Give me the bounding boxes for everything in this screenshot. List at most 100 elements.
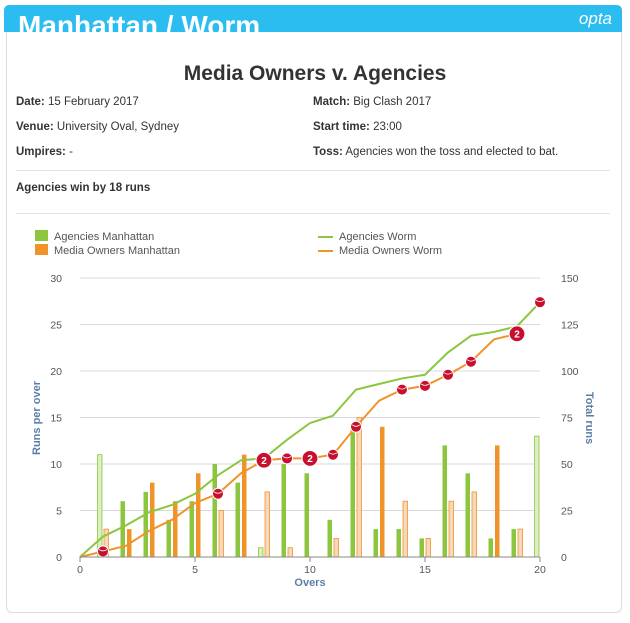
wicket-marker	[508, 325, 526, 343]
legend-media-worm: Media Owners Worm	[339, 245, 442, 257]
y2-tick-label: 25	[561, 506, 573, 518]
match-row: Match: Big Clash 2017	[313, 96, 431, 108]
opta-logo: opta	[578, 9, 612, 28]
bar-media-owners	[196, 473, 201, 557]
wicket-marker	[97, 545, 109, 558]
match-value: Big Clash 2017	[353, 96, 432, 108]
match-title: Media Owners v. Agencies	[183, 62, 447, 85]
y-tick-label: 5	[56, 506, 62, 518]
divider	[16, 170, 610, 171]
bar-agencies	[419, 538, 424, 557]
worm-line-agencies	[79, 301, 541, 558]
date-value: 15 February 2017	[47, 96, 139, 108]
toss-value: Agencies won the toss and elected to bat…	[345, 146, 559, 158]
bar-agencies	[465, 473, 470, 557]
bar-agencies	[396, 529, 401, 557]
match-result: Agencies win by 18 runs	[16, 182, 151, 194]
bar-media-owners	[356, 417, 362, 558]
date-row: Date: 15 February 2017	[16, 96, 139, 108]
bar-agencies	[166, 519, 171, 557]
y2-axis-title: Total runs	[583, 392, 595, 444]
bar-agencies	[327, 519, 332, 557]
wicket-seam	[420, 383, 430, 386]
legend-agencies-manhattan: Agencies Manhattan	[54, 231, 154, 243]
bar-agencies	[143, 491, 148, 557]
axes: 0 5 10 15 20 0 5 10 15 20 25 30 0 25 50 75 100 125 150	[50, 273, 578, 576]
y-tick-label: 10	[50, 459, 62, 471]
bar-media-owners	[425, 538, 431, 558]
bar-media-owners	[173, 501, 178, 557]
wicket-seam	[282, 456, 292, 459]
legend-swatch-media-manhattan	[35, 244, 48, 255]
legend-media-manhattan: Media Owners Manhattan	[54, 245, 180, 257]
wicket-seam	[213, 491, 223, 494]
y2-tick-label: 0	[561, 552, 567, 564]
bar-media-owners	[218, 510, 224, 558]
header-banner: Manhattan / Worm opta	[4, 5, 622, 32]
x-axis-title: Overs	[294, 577, 325, 589]
grid	[80, 277, 540, 511]
banner-title: Manhattan / Worm	[18, 10, 261, 32]
manhattan-bars	[97, 417, 540, 558]
wicket-count-label: 2	[261, 456, 267, 467]
bar-agencies	[442, 445, 447, 557]
umpires-row: Umpires: -	[16, 146, 73, 158]
bar-agencies	[511, 529, 516, 557]
bar-media-owners	[402, 500, 408, 558]
bar-agencies	[488, 538, 493, 557]
bar-media-owners	[517, 528, 523, 558]
bar-agencies	[189, 501, 194, 557]
x-tick-label: 15	[419, 564, 431, 576]
venue-row: Venue: University Oval, Sydney	[16, 121, 179, 133]
wicket-marker	[442, 368, 454, 381]
bar-media-owners	[264, 491, 270, 558]
bar-agencies	[120, 501, 125, 557]
venue-label: Venue:	[16, 121, 54, 133]
bar-agencies	[212, 464, 217, 557]
bar-agencies	[258, 547, 264, 558]
bar-agencies	[373, 529, 378, 557]
bar-media-owners	[448, 500, 454, 558]
wicket-count-label: 2	[514, 329, 520, 340]
legend-swatch-agencies-manhattan	[35, 230, 48, 241]
wicket-marker	[465, 355, 477, 368]
wicket-marker	[396, 383, 408, 396]
date-label: Date:	[16, 96, 45, 108]
y-tick-label: 25	[50, 320, 62, 332]
start-time-row: Start time: 23:00	[313, 121, 402, 133]
bar-agencies	[350, 426, 355, 557]
wicket-marker	[327, 448, 339, 461]
bar-media-owners	[495, 445, 500, 557]
divider	[16, 213, 610, 214]
start-time-value: 23:00	[373, 121, 402, 133]
y2-tick-label: 100	[561, 366, 579, 378]
wicket-count-label: 2	[307, 454, 313, 465]
bar-media-owners	[380, 426, 385, 557]
y2-tick-label: 50	[561, 459, 573, 471]
wicket-seam	[443, 372, 453, 375]
bar-media-owners	[242, 454, 247, 557]
worm-lines	[79, 301, 541, 558]
wicket-marker	[255, 451, 273, 469]
y-axis-title: Runs per over	[31, 380, 43, 455]
bar-agencies	[281, 464, 286, 557]
bar-agencies	[534, 435, 540, 558]
start-time-label: Start time:	[313, 121, 370, 133]
x-tick-label: 0	[77, 564, 83, 576]
y2-tick-label: 125	[561, 320, 579, 332]
toss-row: Toss: Agencies won the toss and elected …	[313, 146, 558, 158]
legend-agencies-worm: Agencies Worm	[339, 231, 416, 243]
wicket-marker	[534, 296, 546, 309]
wicket-markers: 2 2 2	[97, 296, 546, 558]
bar-media-owners	[287, 547, 293, 558]
toss-label: Toss:	[313, 146, 343, 158]
wicket-marker	[301, 449, 319, 468]
wicket-seam	[351, 424, 361, 427]
match-label: Match:	[313, 96, 351, 108]
wicket-marker	[419, 379, 431, 392]
bar-agencies	[235, 482, 240, 557]
y-tick-label: 20	[50, 366, 62, 378]
x-tick-label: 10	[304, 564, 316, 576]
umpires-value: -	[69, 146, 73, 158]
